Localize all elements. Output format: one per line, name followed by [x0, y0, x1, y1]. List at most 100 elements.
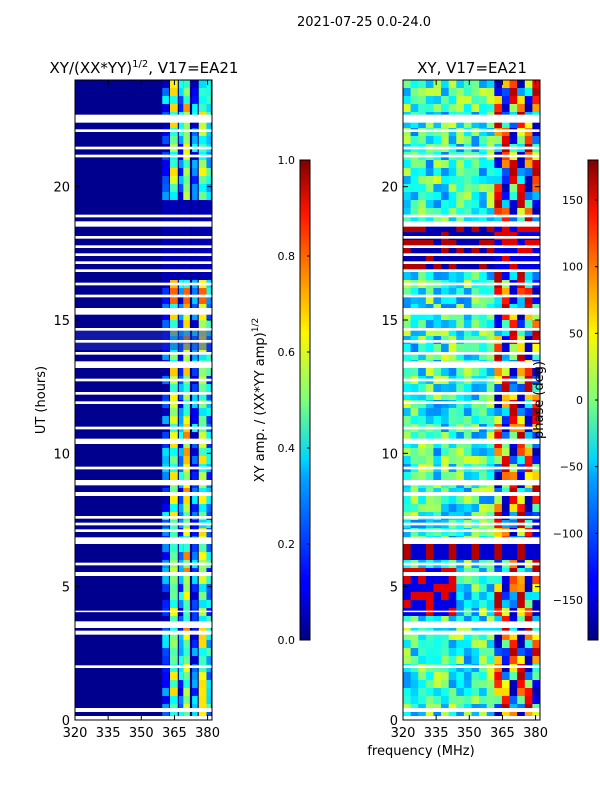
- amplitude-cell: [178, 600, 184, 609]
- phase-cell: [509, 200, 518, 209]
- phase-cell: [479, 576, 488, 585]
- phase-cell: [532, 416, 541, 425]
- phase-cell: [501, 576, 511, 585]
- amplitude-cell: [178, 672, 184, 681]
- phase-cell: [471, 168, 480, 177]
- flagged-time-band: [403, 716, 540, 720]
- phase-cell: [524, 608, 533, 617]
- amplitude-cell: [192, 128, 198, 137]
- phase-cell: [524, 256, 533, 265]
- phase-cell: [463, 216, 472, 225]
- phase-cell: [501, 192, 511, 201]
- amplitude-cell: [206, 696, 211, 705]
- phase-cell: [517, 216, 526, 225]
- amplitude-cell: [178, 688, 184, 697]
- amplitude-cell: [170, 608, 178, 617]
- phase-cell: [418, 696, 427, 705]
- phase-cell: [418, 656, 427, 665]
- phase-cell: [441, 312, 450, 321]
- phase-cell: [403, 80, 412, 89]
- amplitude-cell: [183, 632, 190, 641]
- phase-cell: [517, 160, 526, 169]
- phase-cell: [532, 200, 541, 209]
- phase-cell: [425, 416, 434, 425]
- colorbar-tick-label: −50: [560, 461, 583, 474]
- phase-cell: [403, 88, 412, 97]
- phase-cell: [463, 288, 472, 297]
- phase-cell: [456, 648, 465, 657]
- amplitude-colorbar-label: XY amp. / (XX*YY amp)1/2: [251, 318, 268, 482]
- phase-cell: [403, 136, 412, 145]
- phase-cell: [517, 240, 526, 249]
- phase-cell: [501, 616, 511, 625]
- phase-cell: [448, 312, 457, 321]
- phase-cell: [509, 168, 518, 177]
- phase-cell: [441, 624, 450, 633]
- phase-cell: [441, 344, 450, 353]
- flagged-time-band: [403, 708, 540, 712]
- flagged-time-band: [75, 221, 212, 227]
- phase-cell: [479, 312, 488, 321]
- amplitude-cell: [162, 160, 169, 169]
- x-tick-label: 320: [63, 726, 88, 741]
- amplitude-cell: [183, 640, 190, 649]
- phase-cell: [509, 104, 518, 113]
- flagged-time-band: [403, 537, 540, 544]
- amplitude-cell: [170, 400, 178, 409]
- amplitude-cell: [206, 664, 211, 673]
- phase-cell: [517, 392, 526, 401]
- phase-cell: [486, 320, 495, 329]
- phase-cell: [532, 240, 541, 249]
- phase-cell: [410, 624, 419, 633]
- phase-cell: [524, 368, 533, 377]
- phase-cell: [403, 168, 412, 177]
- phase-cell: [448, 240, 457, 249]
- phase-cell: [403, 368, 412, 377]
- flagged-time-band: [75, 253, 212, 256]
- frequency-axis-label: frequency (MHz): [367, 744, 474, 759]
- phase-cell: [441, 272, 450, 281]
- phase-cell: [418, 592, 427, 601]
- phase-cell: [524, 200, 533, 209]
- phase-cell: [456, 176, 465, 185]
- amplitude-cell: [162, 672, 169, 681]
- phase-cell: [479, 496, 488, 505]
- amplitude-cell: [178, 264, 184, 273]
- phase-cell: [494, 544, 503, 553]
- phase-cell: [433, 648, 442, 657]
- phase-cell: [418, 624, 427, 633]
- phase-cell: [509, 88, 518, 97]
- phase-cell: [501, 344, 511, 353]
- amplitude-cell: [206, 168, 211, 177]
- phase-cell: [501, 408, 511, 417]
- amplitude-cell: [170, 368, 178, 377]
- amplitude-cell: [162, 176, 169, 185]
- phase-cell: [486, 80, 495, 89]
- phase-cell: [441, 96, 450, 105]
- phase-cell: [410, 416, 419, 425]
- phase-cell: [532, 264, 541, 273]
- phase-cell: [441, 608, 450, 617]
- amplitude-panel-title: XY/(XX*YY)1/2, V17=EA21: [50, 59, 239, 77]
- phase-cell: [486, 384, 495, 393]
- phase-cell: [479, 584, 488, 593]
- phase-cell: [433, 664, 442, 673]
- phase-cell: [441, 552, 450, 561]
- phase-cell: [433, 624, 442, 633]
- phase-cell: [463, 496, 472, 505]
- amplitude-cell: [170, 472, 178, 481]
- amplitude-cell: [198, 256, 207, 265]
- amplitude-cell: [198, 680, 207, 689]
- phase-cell: [418, 320, 427, 329]
- flagged-time-band: [403, 245, 540, 248]
- amplitude-cell: [162, 656, 169, 665]
- phase-cell: [494, 616, 503, 625]
- amplitude-cell: [178, 544, 184, 553]
- phase-cell: [517, 256, 526, 265]
- amplitude-title-main: XY/(XX*YY): [50, 59, 133, 77]
- phase-cell: [524, 448, 533, 457]
- phase-cell: [524, 624, 533, 633]
- phase-cell: [509, 632, 518, 641]
- phase-cell: [486, 640, 495, 649]
